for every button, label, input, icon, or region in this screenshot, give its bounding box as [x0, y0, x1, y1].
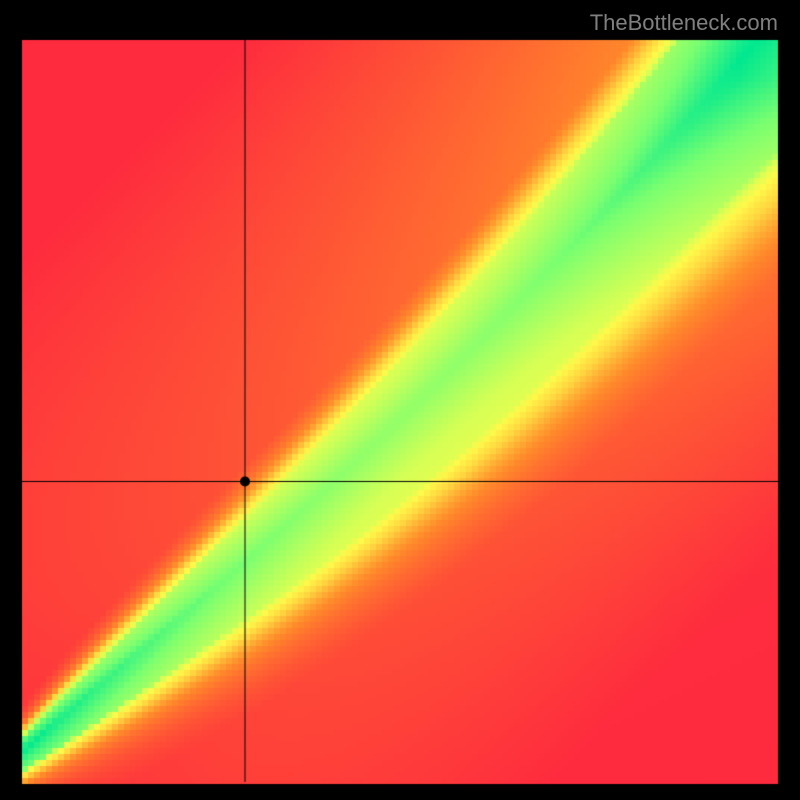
bottleneck-heatmap	[0, 0, 800, 800]
watermark-text: TheBottleneck.com	[590, 10, 778, 36]
chart-container: TheBottleneck.com	[0, 0, 800, 800]
